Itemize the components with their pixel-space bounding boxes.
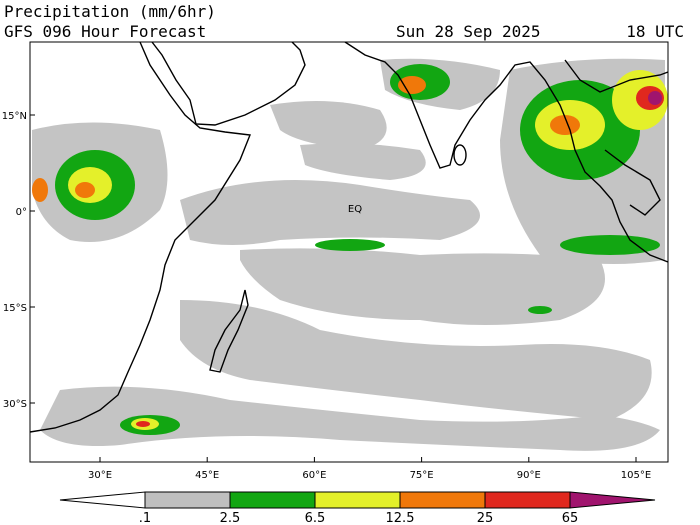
coastlines	[29, 41, 669, 433]
precipitation-heavy	[32, 64, 668, 435]
lon-label: 105°E	[621, 470, 651, 481]
lon-label: 75°E	[410, 470, 434, 481]
map-frame	[29, 41, 669, 463]
colorbar-segment	[314, 491, 401, 509]
lon-label: 30°E	[88, 470, 112, 481]
colorbar-end	[569, 491, 656, 509]
colorbar-end	[59, 491, 146, 509]
lat-label: 30°S	[3, 399, 27, 410]
colorbar-label: 12.5	[386, 511, 415, 525]
subtitle: GFS 096 Hour Forecast	[4, 22, 206, 41]
lat-label: 15°S	[3, 303, 27, 314]
colorbar-segment	[144, 491, 231, 509]
colorbar-label: 2.5	[220, 511, 241, 525]
valid-time: 18 UTC	[626, 22, 684, 41]
equator-label: EQ	[348, 204, 362, 215]
lat-label: 15°N	[2, 111, 27, 122]
lon-label: 60°E	[302, 470, 326, 481]
colorbar-segment	[399, 491, 486, 509]
title: Precipitation (mm/6hr)	[4, 2, 216, 21]
colorbar-label: 25	[477, 511, 494, 525]
lon-label: 90°E	[517, 470, 541, 481]
lon-label: 45°E	[195, 470, 219, 481]
valid-date: Sun 28 Sep 2025	[396, 22, 541, 41]
colorbar-segment	[229, 491, 316, 509]
colorbar-segment	[484, 491, 571, 509]
colorbar-label: .1	[139, 511, 151, 525]
colorbar-label: 65	[562, 511, 579, 525]
lat-label: 0°	[16, 207, 27, 218]
colorbar-label: 6.5	[305, 511, 326, 525]
